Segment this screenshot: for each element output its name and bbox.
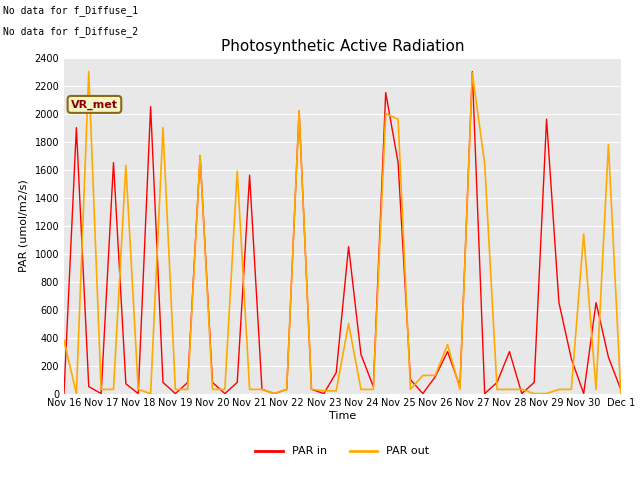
Title: Photosynthetic Active Radiation: Photosynthetic Active Radiation (221, 39, 464, 54)
X-axis label: Time: Time (329, 411, 356, 421)
Legend: PAR in, PAR out: PAR in, PAR out (250, 441, 435, 462)
Text: No data for f_Diffuse_1: No data for f_Diffuse_1 (3, 5, 138, 16)
Y-axis label: PAR (umol/m2/s): PAR (umol/m2/s) (19, 179, 29, 272)
Text: VR_met: VR_met (71, 99, 118, 109)
Text: No data for f_Diffuse_2: No data for f_Diffuse_2 (3, 26, 138, 37)
